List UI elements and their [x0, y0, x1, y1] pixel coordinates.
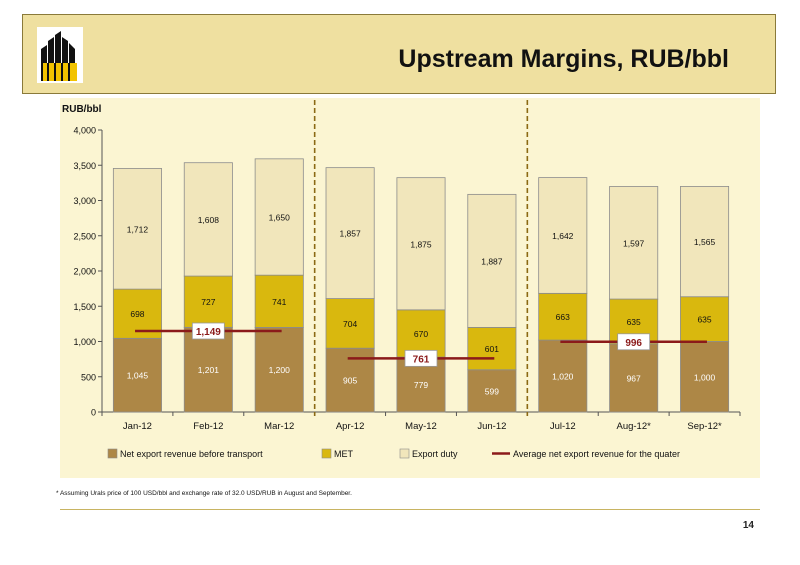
bar-value-label: 1,565	[694, 237, 716, 247]
y-axis-unit-label: RUB/bbl	[62, 104, 102, 115]
bar-value-label: 1,712	[127, 224, 149, 234]
x-category-label: Sep-12*	[687, 421, 722, 432]
bar-segment-export-duty	[183, 162, 233, 277]
average-value-box	[191, 322, 225, 340]
bar-value-label: 704	[343, 319, 357, 329]
y-tick-label: 3,500	[73, 161, 96, 171]
bar-segment-export-duty	[396, 177, 446, 311]
x-category-label: Mar-12	[264, 421, 294, 432]
legend-swatch	[107, 448, 118, 459]
y-tick-label: 1,000	[73, 337, 96, 347]
bar-value-label: 1,650	[269, 212, 291, 222]
bar-value-label: 1,000	[694, 372, 716, 382]
bar-segment-export-duty	[538, 177, 588, 294]
y-tick-label: 3,000	[73, 196, 96, 206]
bar-value-label: 663	[556, 312, 570, 322]
x-category-label: Jul-12	[550, 421, 576, 432]
average-value-label: 996	[625, 338, 642, 349]
bar-value-label: 779	[414, 380, 428, 390]
bar-value-label: 1,887	[481, 256, 503, 266]
bar-value-label: 727	[201, 297, 215, 307]
bar-value-label: 601	[485, 344, 499, 354]
bar-segment-net-export	[538, 339, 588, 413]
bar-value-label: 635	[697, 315, 711, 325]
page-number: 14	[742, 520, 754, 531]
bar-segment-met	[254, 274, 304, 328]
bar-value-label: 1,642	[552, 231, 574, 241]
average-value-box	[617, 333, 651, 351]
y-tick-label: 0	[91, 408, 96, 418]
y-tick-label: 2,500	[73, 231, 96, 241]
bar-value-label: 1,200	[269, 365, 291, 375]
bar-value-label: 741	[272, 297, 286, 307]
bar-value-label: 1,875	[410, 239, 432, 249]
y-tick-label: 2,000	[73, 267, 96, 277]
legend-label: MET	[334, 449, 354, 459]
legend-swatch	[321, 448, 332, 459]
y-tick-label: 1,500	[73, 302, 96, 312]
company-logo-icon	[37, 27, 83, 83]
bar-segment-met	[396, 309, 446, 358]
bar-segment-export-duty	[112, 168, 162, 290]
legend-label: Net export revenue before transport	[120, 449, 263, 459]
bar-value-label: 967	[627, 373, 641, 383]
x-category-label: Apr-12	[336, 421, 365, 432]
y-tick-label: 500	[81, 372, 96, 382]
bar-segment-net-export	[680, 341, 730, 413]
bar-segment-export-duty	[254, 158, 304, 276]
x-category-label: Aug-12*	[616, 421, 651, 432]
bar-segment-export-duty	[325, 167, 375, 299]
bar-segment-met	[538, 292, 588, 341]
x-category-label: Feb-12	[193, 421, 223, 432]
bar-value-label: 599	[485, 386, 499, 396]
y-tick-label: 4,000	[73, 126, 96, 136]
bar-value-label: 1,857	[339, 229, 361, 239]
bar-value-label: 1,597	[623, 238, 645, 248]
bar-segment-net-export	[467, 369, 517, 413]
average-value-box	[404, 349, 438, 367]
bar-value-label: 905	[343, 376, 357, 386]
bar-value-label: 1,020	[552, 372, 574, 382]
legend-swatch	[399, 448, 410, 459]
bar-value-label: 698	[130, 309, 144, 319]
bar-segment-export-duty	[467, 193, 517, 328]
x-category-label: May-12	[405, 421, 437, 432]
bar-value-label: 670	[414, 329, 428, 339]
bar-segment-met	[325, 298, 375, 349]
bar-value-label: 1,045	[127, 371, 149, 381]
chart-panel: RUB/bbl 0 500 1,000 1,500 2,000 2,500 3,000 3,50…	[60, 98, 760, 478]
footnote: * Assuming Urals price of 100 USD/bbl an…	[56, 490, 352, 497]
bar-segment-export-duty	[680, 186, 730, 298]
x-category-label: Jan-12	[123, 421, 152, 432]
slide-header: Upstream Margins, RUB/bbl	[22, 14, 776, 94]
page-title: Upstream Margins, RUB/bbl	[398, 45, 729, 73]
legend-label: Average net export revenue for the quate…	[513, 449, 680, 459]
bar-segment-net-export	[183, 326, 233, 413]
footer-divider	[60, 509, 760, 510]
average-value-label: 761	[413, 354, 430, 365]
bar-segment-export-duty	[609, 186, 659, 300]
bar-value-label: 635	[627, 317, 641, 327]
bar-value-label: 1,201	[198, 365, 220, 375]
bar-value-label: 1,608	[198, 215, 220, 225]
bar-segment-net-export	[609, 343, 659, 413]
average-value-label: 1,149	[196, 327, 221, 338]
bar-segment-net-export	[112, 337, 162, 413]
legend-label: Export duty	[412, 449, 458, 459]
stacked-bar-chart: RUB/bbl 0 500 1,000 1,500 2,000 2,500 3,000 3,50…	[62, 100, 741, 459]
bar-segment-net-export	[254, 326, 304, 413]
bar-segment-met	[467, 326, 517, 371]
x-category-label: Jun-12	[477, 421, 506, 432]
